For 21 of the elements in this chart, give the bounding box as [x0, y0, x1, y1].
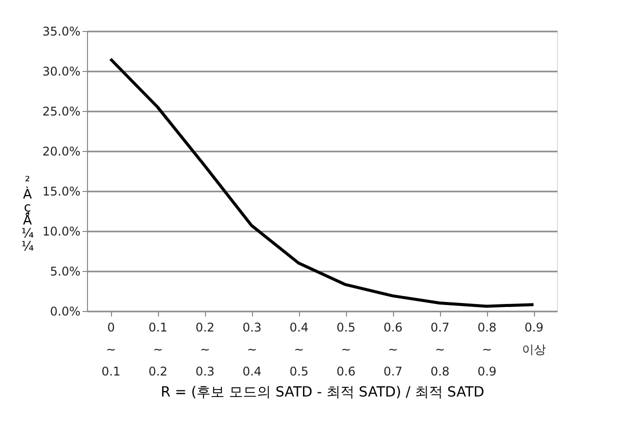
y-tick-label: 5.0% — [50, 264, 80, 278]
x-tick-label: 0.2 ~ 0.3 — [195, 320, 215, 378]
y-axis-title: ²ÀçÅ¼¼ — [21, 174, 34, 254]
y-tick-label: 0.0% — [50, 304, 80, 318]
y-tick-label: 20.0% — [42, 144, 80, 158]
x-tick-label: 0.7 ~ 0.8 — [430, 320, 450, 378]
y-tick-label: 10.0% — [42, 224, 80, 238]
y-tick-label: 25.0% — [42, 104, 80, 118]
line-series — [109, 58, 535, 308]
x-axis-title: R = (후보 모드의 SATD - 최적 SATD) / 최적 SATD — [160, 384, 484, 400]
y-tick-label: 30.0% — [42, 64, 80, 78]
x-tick-label: 0.6 ~ 0.7 — [383, 320, 403, 378]
x-tick-label: 0.3 ~ 0.4 — [242, 320, 262, 378]
x-tick-label: 0.4 ~ 0.5 — [289, 320, 309, 378]
y-tick-label: 35.0% — [42, 24, 80, 38]
x-tick-label: 0 ~ 0.1 — [101, 320, 121, 378]
y-tick-label: 15.0% — [42, 184, 80, 198]
x-tick-label: 0.5 ~ 0.6 — [336, 320, 356, 378]
x-tick-label: 0.1 ~ 0.2 — [148, 320, 168, 378]
x-tick-label: 0.8 ~ 0.9 — [477, 320, 497, 378]
x-tick-label: 0.9 이상 — [522, 320, 546, 356]
